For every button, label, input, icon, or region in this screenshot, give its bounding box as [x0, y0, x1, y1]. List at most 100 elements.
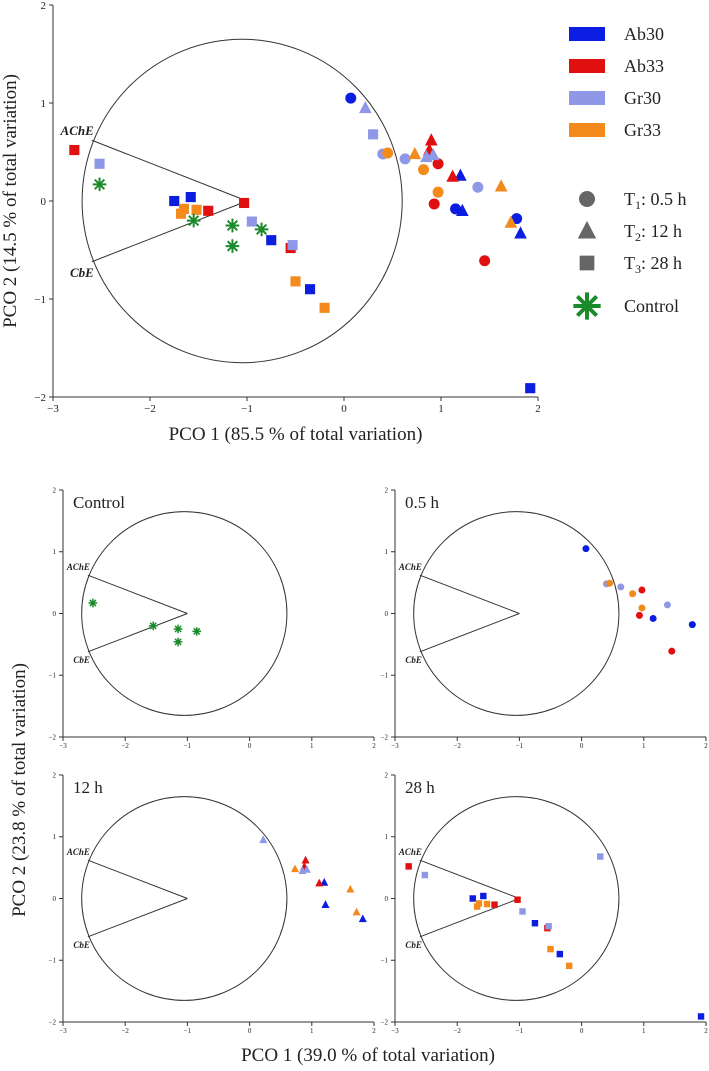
point-ab33-triangle [315, 878, 324, 887]
point-ab33-circle [428, 198, 440, 210]
point-ab33-triangle [424, 133, 438, 146]
point-ab30-square [169, 195, 180, 207]
y-tick-label: 2 [385, 486, 389, 494]
point-gr33-square [565, 962, 573, 970]
ache-vector-label: AChE [66, 847, 90, 857]
point-ab30-circle [511, 213, 523, 225]
x-tick-label: −1 [241, 403, 253, 415]
point-control-star [192, 627, 202, 636]
point-gr33-circle [638, 604, 646, 612]
point-ab30-triangle [454, 168, 467, 181]
y-tick-label: 0 [385, 610, 389, 618]
point-control-star [148, 621, 158, 631]
cbe-vector-label: CbE [73, 940, 90, 950]
ache-vector [91, 139, 248, 202]
point-ab30-square [531, 919, 539, 927]
legend-time-label: T2: 12 h [624, 221, 682, 244]
point-ab30-square [185, 192, 196, 203]
y-tick-label: −1 [381, 957, 389, 965]
y-tick-label: 0 [53, 895, 57, 903]
point-ab33-square [405, 863, 412, 870]
ache-vector [87, 859, 188, 899]
point-gr33-circle [432, 186, 444, 198]
y-axis-label: PCO 2 (14.5 % of total variation) [0, 74, 21, 328]
y-tick-label: 2 [385, 771, 389, 779]
bottom-y-axis-label: PCO 2 (23.8 % of total variation) [9, 663, 30, 917]
point-gr30-square [597, 853, 604, 860]
point-gr33-triangle [346, 884, 355, 893]
point-gr30-triangle [426, 148, 440, 161]
y-tick-label: 2 [53, 486, 57, 494]
x-tick-label: −2 [121, 1027, 129, 1035]
legend-swatch-ab30 [569, 27, 605, 41]
y-tick-label: 2 [53, 771, 57, 779]
point-ab30-triangle [456, 203, 469, 216]
point-control-star [225, 218, 240, 233]
point-ab33-triangle [301, 855, 310, 864]
point-ab30-square [266, 235, 277, 246]
point-control-star [186, 213, 201, 228]
point-gr30-square [368, 129, 379, 140]
point-gr33-triangle [504, 215, 518, 228]
legend-swatch-gr33 [569, 123, 605, 137]
x-tick-label: −3 [391, 1027, 399, 1035]
point-ab30-circle [345, 92, 357, 104]
y-tick-label: −2 [381, 733, 389, 741]
point-gr30-square [519, 908, 526, 915]
point-gr33-triangle [290, 864, 300, 873]
cbe-vector-label: CbE [73, 655, 90, 665]
point-gr30-square [287, 240, 298, 251]
point-ab30-circle [582, 545, 590, 553]
y-tick-label: 0 [41, 196, 47, 208]
x-tick-label: 0 [341, 403, 347, 415]
point-ab30-square [556, 950, 564, 958]
x-tick-label: −1 [184, 742, 192, 750]
ache-vector [419, 859, 520, 899]
point-gr30-square [246, 216, 257, 227]
point-gr33-square [290, 276, 301, 287]
point-control-star [254, 222, 269, 237]
legend-label-ab30: Ab30 [624, 24, 664, 44]
y-tick-label: −2 [34, 392, 46, 404]
point-gr33-circle [606, 579, 614, 587]
x-tick-label: −2 [453, 742, 461, 750]
x-tick-label: −3 [59, 742, 67, 750]
legend-control-star-icon [573, 292, 601, 320]
point-ab30-square [525, 383, 536, 394]
point-ab33-circle [479, 255, 491, 267]
x-tick-label: 1 [438, 403, 444, 415]
point-ab30-triangle [514, 226, 527, 239]
legend-swatch-ab33 [569, 59, 605, 73]
x-tick-label: −1 [184, 1027, 192, 1035]
legend-label-gr30: Gr30 [624, 88, 661, 108]
y-tick-label: 1 [385, 548, 389, 556]
point-gr30-circle [399, 153, 411, 165]
point-control-star [92, 177, 107, 192]
x-tick-label: 1 [642, 742, 646, 750]
y-tick-label: −2 [49, 733, 57, 741]
legend-circle-marker [579, 191, 595, 207]
ache-vector [87, 574, 188, 614]
point-ab33-square [491, 901, 498, 908]
legend-square-marker [579, 255, 595, 271]
point-ab33-circle [635, 611, 643, 619]
y-tick-label: 1 [41, 98, 47, 110]
correlation-circle [413, 796, 620, 1001]
point-gr30-circle [617, 583, 625, 591]
point-gr30-triangle [359, 100, 372, 114]
point-gr30-circle [663, 601, 671, 609]
point-gr30-circle [472, 181, 484, 193]
point-gr33-square [178, 203, 190, 214]
point-gr33-square [483, 900, 491, 908]
panel-title: Control [73, 493, 125, 512]
point-gr33-triangle [352, 907, 361, 916]
correlation-circle [81, 796, 288, 1001]
point-ab30-circle [450, 203, 462, 215]
point-control-star [173, 637, 183, 647]
correlation-circle [81, 38, 403, 364]
x-tick-label: 1 [310, 742, 314, 750]
legend-time-label: T3: 28 h [624, 253, 682, 276]
x-tick-label: 0 [248, 1027, 252, 1035]
